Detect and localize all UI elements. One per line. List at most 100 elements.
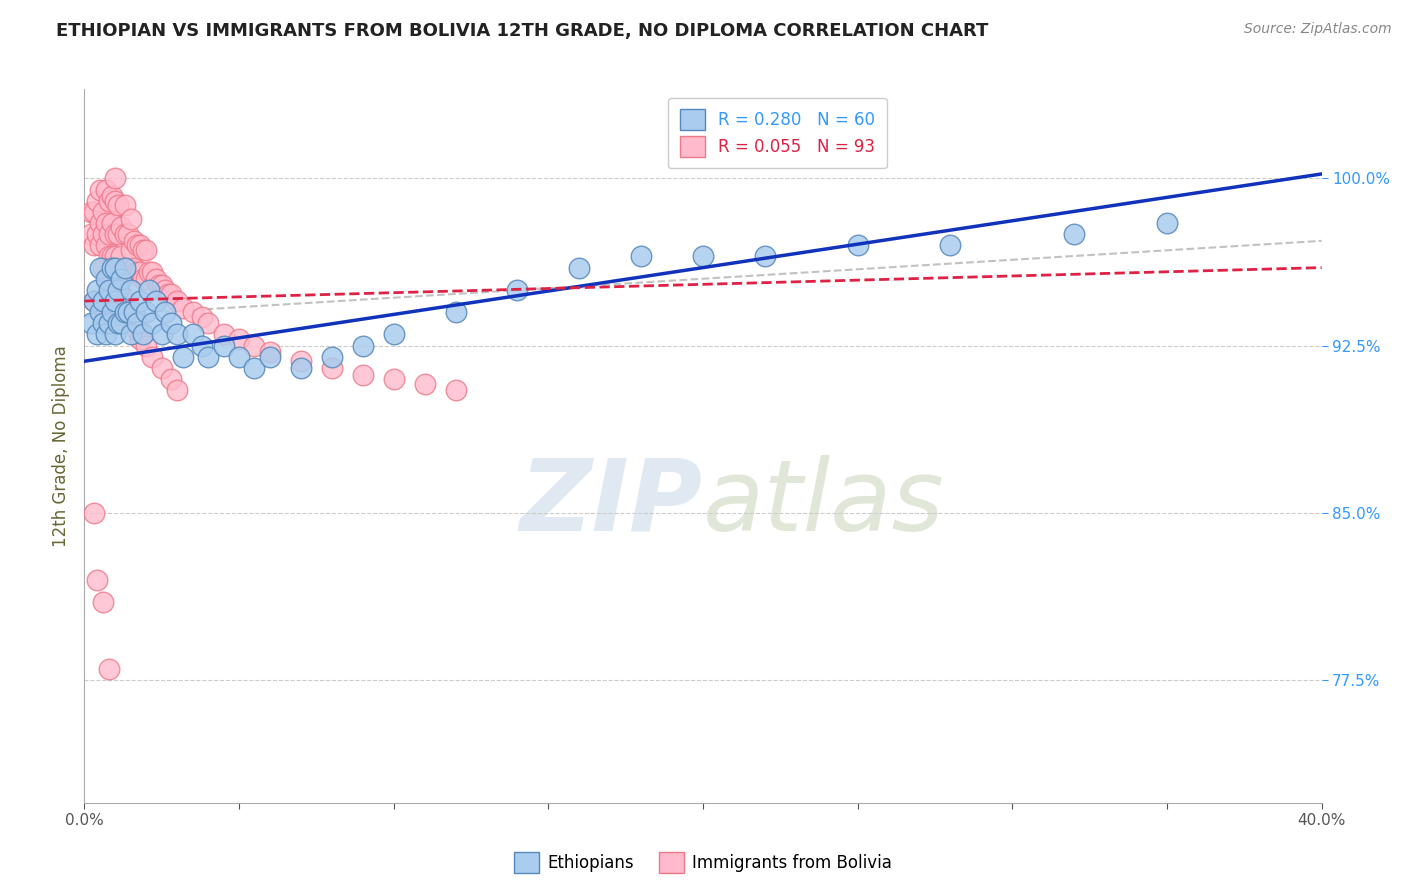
Point [160,287,183,301]
Point [243,360,266,375]
Point [382,372,405,386]
Point [135,305,157,319]
Point [150,360,173,375]
Point [86,283,108,297]
Text: Source: ZipAtlas.com: Source: ZipAtlas.com [1244,22,1392,37]
Point [104,194,127,208]
Point [79,316,101,330]
Point [160,372,183,386]
Point [89,216,111,230]
Point [91,595,114,609]
Point [89,293,111,308]
Point [101,260,124,275]
Point [129,238,152,252]
Point [101,216,124,230]
Point [117,227,139,241]
Point [110,316,132,330]
Point [120,243,142,257]
Point [141,350,163,364]
Point [107,260,129,275]
Point [141,265,163,279]
Point [122,234,145,248]
Point [89,238,111,252]
Point [125,265,148,279]
Point [98,662,121,676]
Point [91,204,114,219]
Point [122,260,145,275]
Point [86,194,108,208]
Point [259,345,281,359]
Point [94,216,117,230]
Point [259,350,281,364]
Point [506,283,529,297]
Point [125,316,148,330]
Point [104,283,127,297]
Point [754,250,776,264]
Point [191,338,214,352]
Point [83,506,105,520]
Point [107,198,129,212]
Point [101,250,124,264]
Point [197,350,219,364]
Point [197,316,219,330]
Point [94,305,117,319]
Point [110,250,132,264]
Point [98,271,121,285]
Y-axis label: 12th Grade, No Diploma: 12th Grade, No Diploma [52,345,70,547]
Point [181,327,204,342]
Legend: R = 0.280   N = 60, R = 0.055   N = 93: R = 0.280 N = 60, R = 0.055 N = 93 [668,97,887,169]
Point [79,227,101,241]
Point [104,327,127,342]
Point [132,243,155,257]
Point [107,278,129,293]
Point [172,350,194,364]
Point [107,283,129,297]
Point [114,260,136,275]
Point [120,283,142,297]
Point [150,327,173,342]
Point [321,360,343,375]
Point [135,271,157,285]
Point [104,293,127,308]
Point [135,338,157,352]
Point [148,278,170,293]
Point [153,305,176,319]
Point [444,383,467,397]
Point [228,350,250,364]
Point [94,271,117,285]
Point [129,265,152,279]
Point [86,573,108,587]
Point [120,327,142,342]
Point [91,260,114,275]
Point [91,227,114,241]
Point [228,332,250,346]
Point [83,238,105,252]
Point [107,227,129,241]
Point [352,368,374,382]
Point [413,376,436,391]
Point [1156,216,1178,230]
Point [156,287,179,301]
Point [181,305,204,319]
Point [114,198,136,212]
Point [98,250,121,264]
Point [91,293,114,308]
Point [117,260,139,275]
Point [114,305,136,319]
Point [110,220,132,235]
Point [89,305,111,319]
Point [1063,227,1085,241]
Point [91,316,114,330]
Point [568,260,591,275]
Point [692,250,714,264]
Point [132,271,155,285]
Point [166,327,188,342]
Text: ZIP: ZIP [520,455,703,551]
Point [120,265,142,279]
Point [79,204,101,219]
Point [86,227,108,241]
Point [83,204,105,219]
Point [129,293,152,308]
Legend: Ethiopians, Immigrants from Bolivia: Ethiopians, Immigrants from Bolivia [508,846,898,880]
Point [107,316,129,330]
